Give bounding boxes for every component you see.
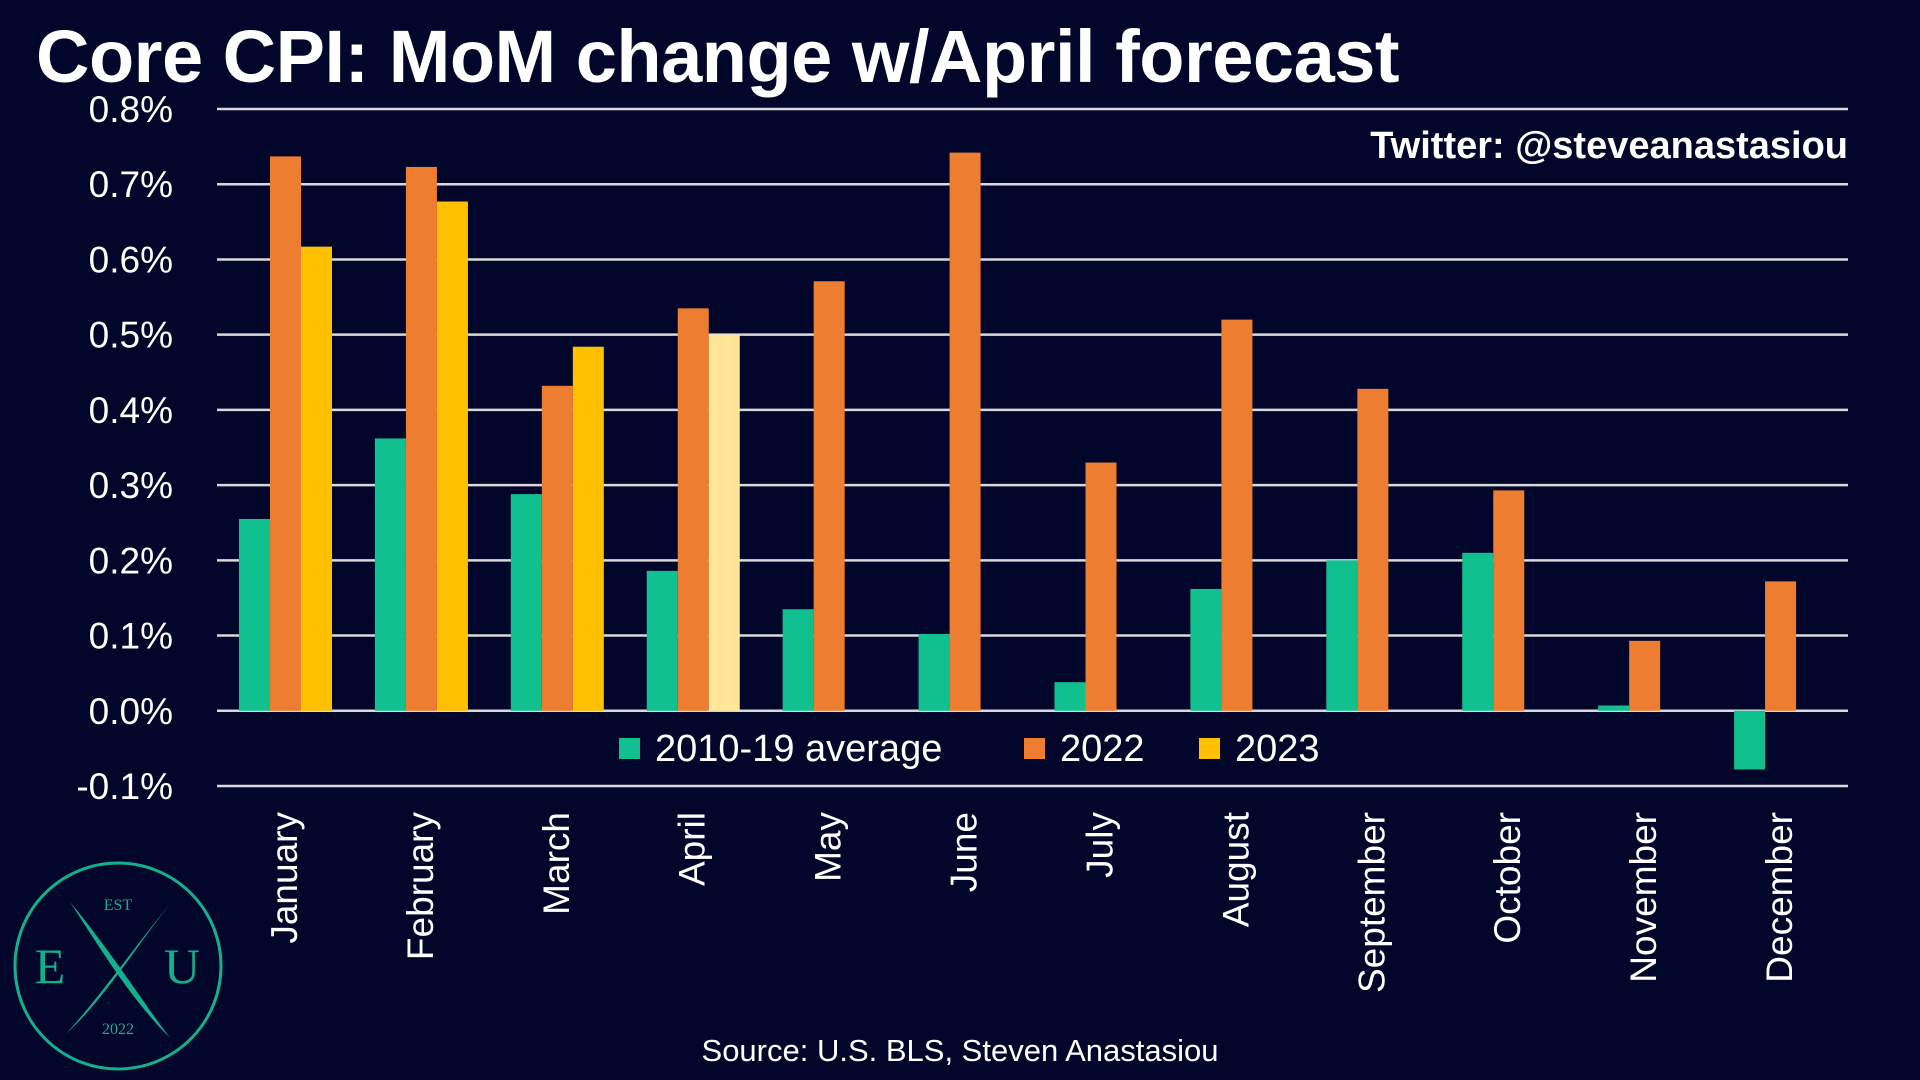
gridlines — [217, 107, 1848, 788]
x-tick-label: December — [1759, 812, 1800, 983]
bar-2022-february — [405, 166, 437, 711]
bar-2022-august — [1221, 319, 1253, 711]
x-tick-label: February — [400, 812, 441, 961]
bar-2010-19-average-april — [646, 570, 678, 711]
y-tick-label: 0.0% — [89, 691, 173, 732]
x-tick-label: January — [264, 812, 305, 944]
bar-2022-january — [270, 156, 301, 711]
bar-2010-19-average-january — [239, 518, 270, 711]
bars — [239, 152, 1797, 770]
y-tick-label: 0.7% — [89, 164, 173, 205]
source-note: Source: U.S. BLS, Steven Anastasiou — [701, 1033, 1219, 1068]
y-tick-label: 0.5% — [89, 315, 173, 356]
logo-cross-stroke-2 — [66, 904, 170, 1034]
bar-2022-april — [677, 308, 709, 711]
bar-2010-19-average-august — [1190, 588, 1222, 711]
bar-2010-19-average-may — [782, 609, 814, 711]
y-tick-label: 0.2% — [89, 540, 173, 581]
logo-year-text: 2022 — [102, 1021, 134, 1038]
legend-label: 2022 — [1060, 728, 1145, 770]
logo-letter-left: E — [35, 938, 66, 994]
x-axis-ticks: January February March April May June July Augu… — [264, 811, 1800, 993]
x-tick-label: July — [1079, 812, 1120, 878]
bar-2010-19-average-november — [1598, 705, 1630, 711]
x-tick-label: August — [1215, 811, 1256, 927]
legend-swatch — [1024, 738, 1045, 759]
x-tick-label: April — [672, 812, 713, 886]
legend-label: 2010-19 average — [655, 728, 942, 770]
legend-swatch — [1199, 738, 1220, 759]
bar-2022-march — [541, 385, 573, 711]
chart-title: Core CPI: MoM change w/April forecast — [36, 15, 1400, 98]
x-tick-label: March — [536, 812, 577, 915]
bar-2010-19-average-february — [374, 438, 406, 711]
y-tick-label: 0.6% — [89, 239, 173, 280]
y-tick-label: 0.4% — [89, 390, 173, 431]
bar-2023-april — [708, 334, 740, 711]
y-axis-ticks: -0.1% 0.0% 0.1% 0.2% 0.3% 0.4% 0.5% 0.6% 0.7% 0.8… — [76, 89, 173, 807]
bar-2010-19-average-october — [1462, 552, 1494, 711]
logo-letter-right: U — [164, 938, 200, 994]
bar-2022-july — [1085, 462, 1117, 711]
legend: 2010-19 average 2022 2023 — [619, 728, 1320, 770]
exu-logo: EST E U 2022 — [13, 861, 223, 1071]
bar-2022-may — [813, 281, 845, 711]
bar-2022-november — [1629, 640, 1661, 711]
bar-2022-october — [1493, 490, 1525, 711]
bar-2022-september — [1357, 388, 1389, 711]
y-tick-label: -0.1% — [76, 766, 173, 807]
x-tick-label: September — [1351, 812, 1392, 993]
y-tick-label: 0.1% — [89, 616, 173, 657]
x-tick-label: November — [1623, 812, 1664, 983]
legend-label: 2023 — [1235, 728, 1320, 770]
bar-2010-19-average-december — [1734, 710, 1766, 770]
bar-2022-june — [949, 152, 981, 711]
bar-2022-december — [1765, 581, 1797, 711]
bar-2023-january — [301, 246, 332, 711]
bar-2010-19-average-september — [1326, 560, 1358, 711]
bar-2010-19-average-june — [918, 634, 950, 711]
legend-swatch — [619, 738, 640, 759]
bar-2010-19-average-july — [1054, 682, 1086, 711]
y-tick-label: 0.3% — [89, 465, 173, 506]
y-tick-label: 0.8% — [89, 89, 173, 130]
watermark: Twitter: @steveanastasiou — [1370, 125, 1848, 167]
x-tick-label: October — [1487, 812, 1528, 944]
logo-ring — [13, 861, 223, 1071]
x-tick-label: June — [944, 812, 985, 892]
bar-2010-19-average-march — [510, 494, 542, 711]
bar-2023-march — [572, 346, 604, 711]
logo-est-text: EST — [104, 897, 133, 914]
x-tick-label: May — [808, 812, 849, 882]
bar-2023-february — [436, 201, 468, 711]
